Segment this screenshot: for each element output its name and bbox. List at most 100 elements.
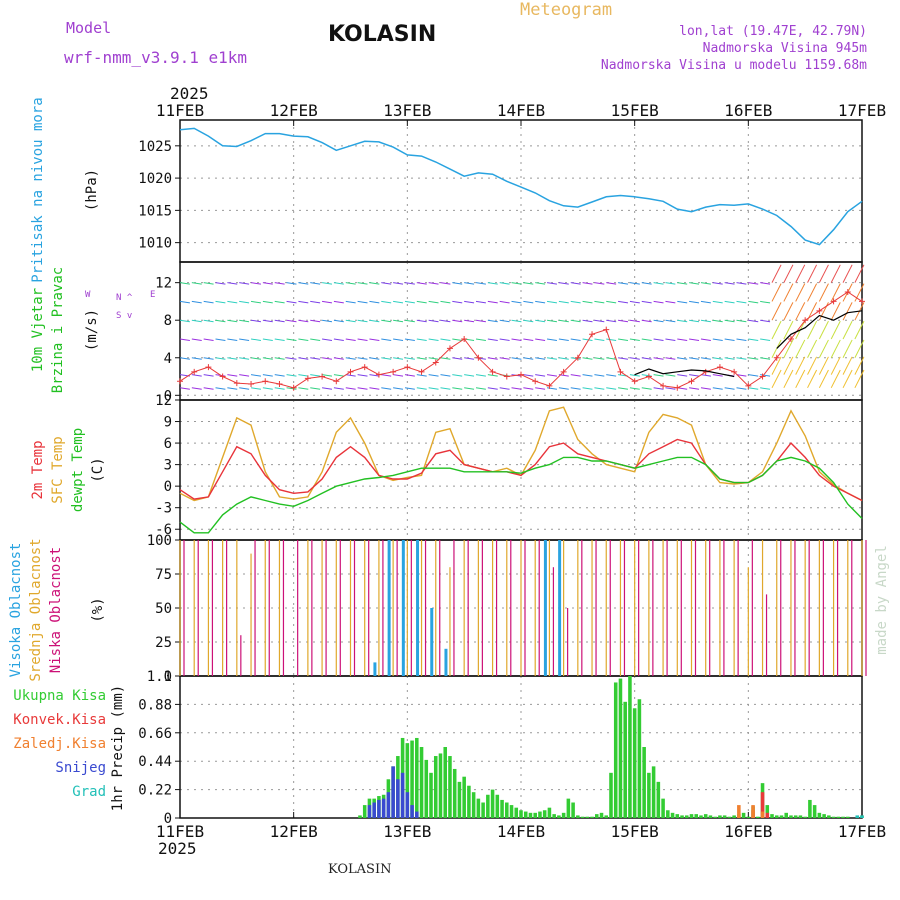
wind-arrow bbox=[440, 338, 451, 341]
wind-arrow bbox=[807, 356, 818, 375]
wind-arrow bbox=[712, 357, 723, 360]
precip-total-bar bbox=[415, 737, 419, 818]
precip-total-bar bbox=[595, 814, 599, 818]
wind-arrow bbox=[582, 282, 593, 285]
wind-arrow bbox=[689, 300, 700, 304]
wind-speed-point bbox=[404, 364, 411, 371]
wind-arrow bbox=[274, 387, 285, 390]
wind-arrow bbox=[689, 387, 700, 390]
wind-speed-point bbox=[304, 375, 311, 382]
altitude-label: Nadmorska Visina 945m bbox=[702, 41, 867, 56]
wind-arrow bbox=[203, 374, 214, 377]
wind-arrow bbox=[357, 319, 368, 323]
wind-arrow bbox=[499, 357, 510, 360]
wind-arrow bbox=[629, 338, 640, 341]
wind-arrow bbox=[546, 374, 558, 377]
wind-arrow bbox=[629, 319, 640, 323]
wind-arrow bbox=[665, 338, 676, 341]
wind-arrow bbox=[535, 374, 546, 377]
wind-arrow bbox=[333, 338, 344, 341]
wind-speed-point bbox=[716, 364, 723, 371]
wind-arrow bbox=[286, 374, 297, 377]
wind-arrow bbox=[322, 300, 333, 304]
wind-arrow bbox=[475, 319, 486, 323]
wind-arrow bbox=[689, 357, 700, 360]
wind-arrow bbox=[606, 374, 617, 377]
wind-speed-point bbox=[191, 368, 198, 375]
wind-arrow bbox=[795, 283, 806, 302]
wind-arrow bbox=[511, 300, 522, 304]
clouds-panel: 0 25 50 75 100 bbox=[147, 533, 863, 685]
precip-total-bar bbox=[684, 815, 689, 818]
wind-speed-point bbox=[773, 354, 780, 361]
y-tick-label: 0 bbox=[164, 669, 172, 685]
wind-arrow bbox=[487, 374, 498, 377]
wind-arrow bbox=[618, 300, 629, 304]
wind-arrow bbox=[594, 300, 605, 304]
wind-arrow bbox=[215, 300, 226, 304]
wind-arrow bbox=[369, 282, 380, 285]
wind-model-line bbox=[634, 310, 863, 378]
wind-arrow bbox=[369, 387, 380, 390]
precip-total-bar bbox=[689, 814, 694, 818]
wind-arrow bbox=[653, 319, 664, 323]
lonlat-label: lon,lat (19.47E, 42.79N) bbox=[679, 24, 867, 39]
wind-speed-point bbox=[844, 289, 851, 296]
wind-arrow bbox=[760, 319, 771, 323]
snow-bar bbox=[381, 798, 386, 818]
precip-total-bar bbox=[666, 810, 670, 818]
wind-arrow bbox=[179, 319, 190, 323]
wind-arrow bbox=[653, 282, 664, 285]
pressure-panel: 1010 1015 1020 1025 bbox=[138, 119, 863, 263]
wind-arrow bbox=[629, 387, 640, 390]
wind-speed-point bbox=[759, 373, 766, 380]
x-tick-label-top: 11FEB bbox=[156, 101, 204, 120]
precip-total-bar bbox=[722, 815, 727, 818]
wind-arrow bbox=[629, 374, 640, 377]
wind-arrow bbox=[416, 300, 427, 304]
wind-arrow bbox=[570, 300, 581, 304]
precip-total-bar bbox=[467, 785, 471, 818]
snow-bar bbox=[367, 805, 372, 818]
wind-arrow bbox=[771, 356, 782, 375]
precip-frz-bar bbox=[737, 805, 741, 818]
wind-arrow bbox=[357, 338, 368, 341]
wind-speed-point bbox=[503, 373, 510, 380]
precip-total-bar bbox=[789, 815, 793, 818]
wind-arrow bbox=[440, 300, 451, 304]
precip-total-bar bbox=[661, 798, 665, 818]
wind-arrow bbox=[760, 357, 771, 360]
wind-arrow bbox=[475, 282, 486, 285]
wind-arrow bbox=[428, 319, 439, 323]
wind-arrow bbox=[262, 319, 273, 323]
wind-arrow bbox=[286, 319, 297, 323]
x-tick-label-bottom: 17FEB bbox=[838, 822, 886, 841]
wind-arrow bbox=[558, 357, 569, 360]
precip-total-bar bbox=[462, 776, 466, 818]
precip-panel: 0 0.22 0.44 0.66 0.88 1.1 bbox=[138, 669, 863, 827]
wind-arrow bbox=[795, 369, 806, 389]
wind-arrow bbox=[618, 319, 629, 323]
precip-total-bar bbox=[452, 768, 457, 818]
wind-arrow bbox=[250, 300, 262, 304]
precip-total-bar bbox=[675, 814, 680, 818]
wind-side-label-2: Brzina i Pravac bbox=[50, 267, 66, 393]
y-tick-label: 1025 bbox=[138, 139, 172, 155]
wind-arrow bbox=[724, 282, 735, 285]
wind-arrow bbox=[689, 338, 700, 341]
wind-arrow bbox=[310, 374, 321, 377]
snow-bar bbox=[400, 772, 405, 818]
precip-total-bar bbox=[429, 772, 433, 818]
precip-total-bar bbox=[647, 772, 651, 818]
wind-arrow bbox=[191, 319, 202, 323]
wind-speed-point bbox=[631, 378, 638, 385]
wind-arrow bbox=[795, 339, 806, 358]
wind-arrow bbox=[250, 387, 262, 390]
wind-arrow bbox=[807, 264, 818, 283]
wind-arrow bbox=[499, 300, 510, 304]
wind-arrow bbox=[665, 300, 676, 304]
precip-total-bar bbox=[514, 807, 519, 818]
wind-arrow bbox=[452, 338, 463, 341]
wind-arrow bbox=[262, 282, 273, 285]
